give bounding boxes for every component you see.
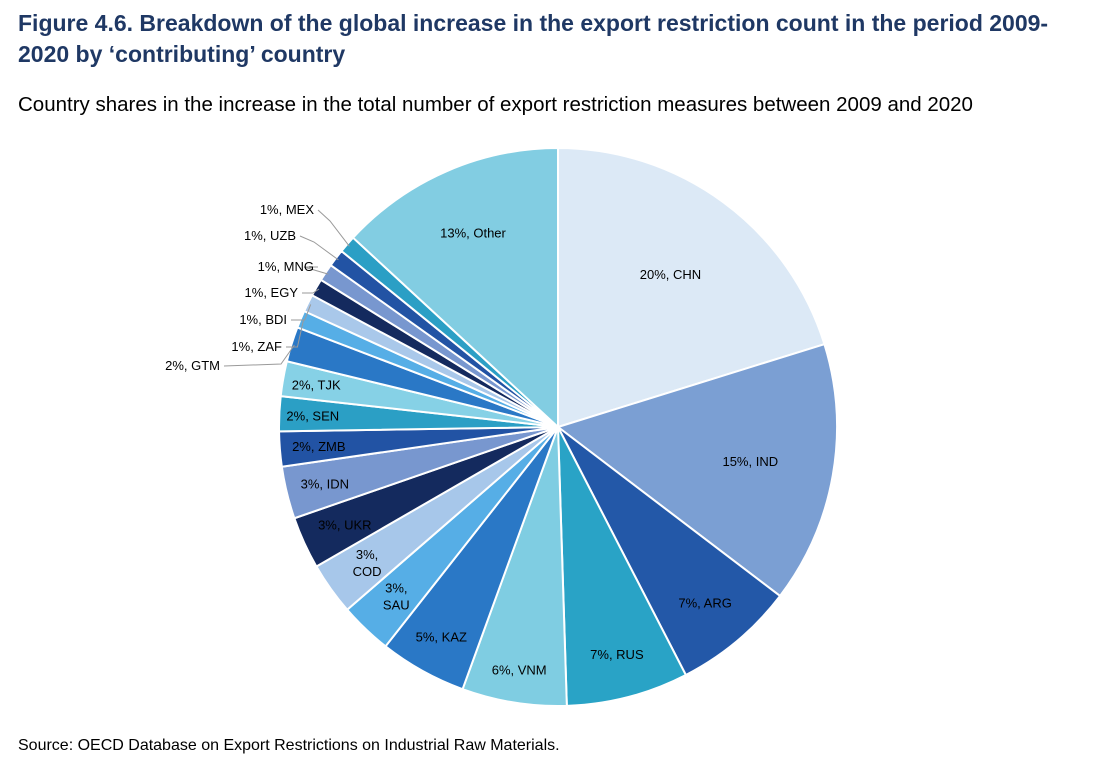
slice-label-mng: 1%, MNG (258, 259, 314, 274)
slice-chn (557, 147, 826, 428)
leader-mng (303, 266, 329, 275)
slice-label-zaf: 1%, ZAF (231, 339, 282, 354)
slice-label-vnm: 6%, VNM (492, 662, 547, 677)
slice-label-rus: 7%, RUS (590, 647, 644, 662)
slice-label-sen: 2%, SEN (286, 408, 339, 423)
chart-subtitle: Country shares in the increase in the to… (18, 93, 973, 116)
slice-label-arg: 7%, ARG (678, 595, 731, 610)
leader-zaf (286, 320, 304, 348)
leader-uzb (299, 235, 339, 261)
slice-arg (557, 426, 782, 676)
slice-label-ukr: 3%, UKR (318, 517, 371, 532)
slice-label-uzb: 1%, UZB (244, 228, 296, 243)
slice-other (352, 147, 559, 428)
slice-label-ind: 15%, IND (722, 454, 778, 469)
slice-label-idn: 3%, IDN (301, 477, 349, 492)
slice-label-zmb: 2%, ZMB (292, 439, 345, 454)
slice-ind (557, 343, 838, 597)
pie-slices (278, 147, 838, 707)
leader-gtm (223, 344, 295, 367)
leader-mex (317, 209, 350, 247)
leader-bdi (291, 304, 312, 321)
leader-lines (223, 209, 350, 367)
slice-label-other: 13%, Other (440, 226, 506, 241)
slice-label-tjk: 2%, TJK (292, 377, 341, 392)
slice-rus (557, 426, 687, 707)
slice-label-egy: 1%, EGY (245, 285, 299, 300)
slice-label-cod: 3%, COD (353, 547, 382, 579)
leader-egy (302, 288, 320, 294)
slice-labels: 20%, CHN 15%, IND 7%, ARG 7%, RUS 6%, VNM 5%,… (165, 202, 778, 677)
slice-label-mex: 1%, MEX (260, 202, 315, 217)
slice-label-gtm: 2%, GTM (165, 358, 220, 373)
slice-label-chn: 20%, CHN (640, 267, 701, 282)
slice-label-kaz: 5%, KAZ (416, 630, 467, 645)
figure-title: Figure 4.6. Breakdown of the global incr… (18, 10, 1049, 67)
slice-label-sau: 3%, SAU (383, 581, 410, 613)
slice-label-bdi: 1%, BDI (239, 312, 287, 327)
source-note: Source: OECD Database on Export Restrict… (18, 737, 560, 754)
